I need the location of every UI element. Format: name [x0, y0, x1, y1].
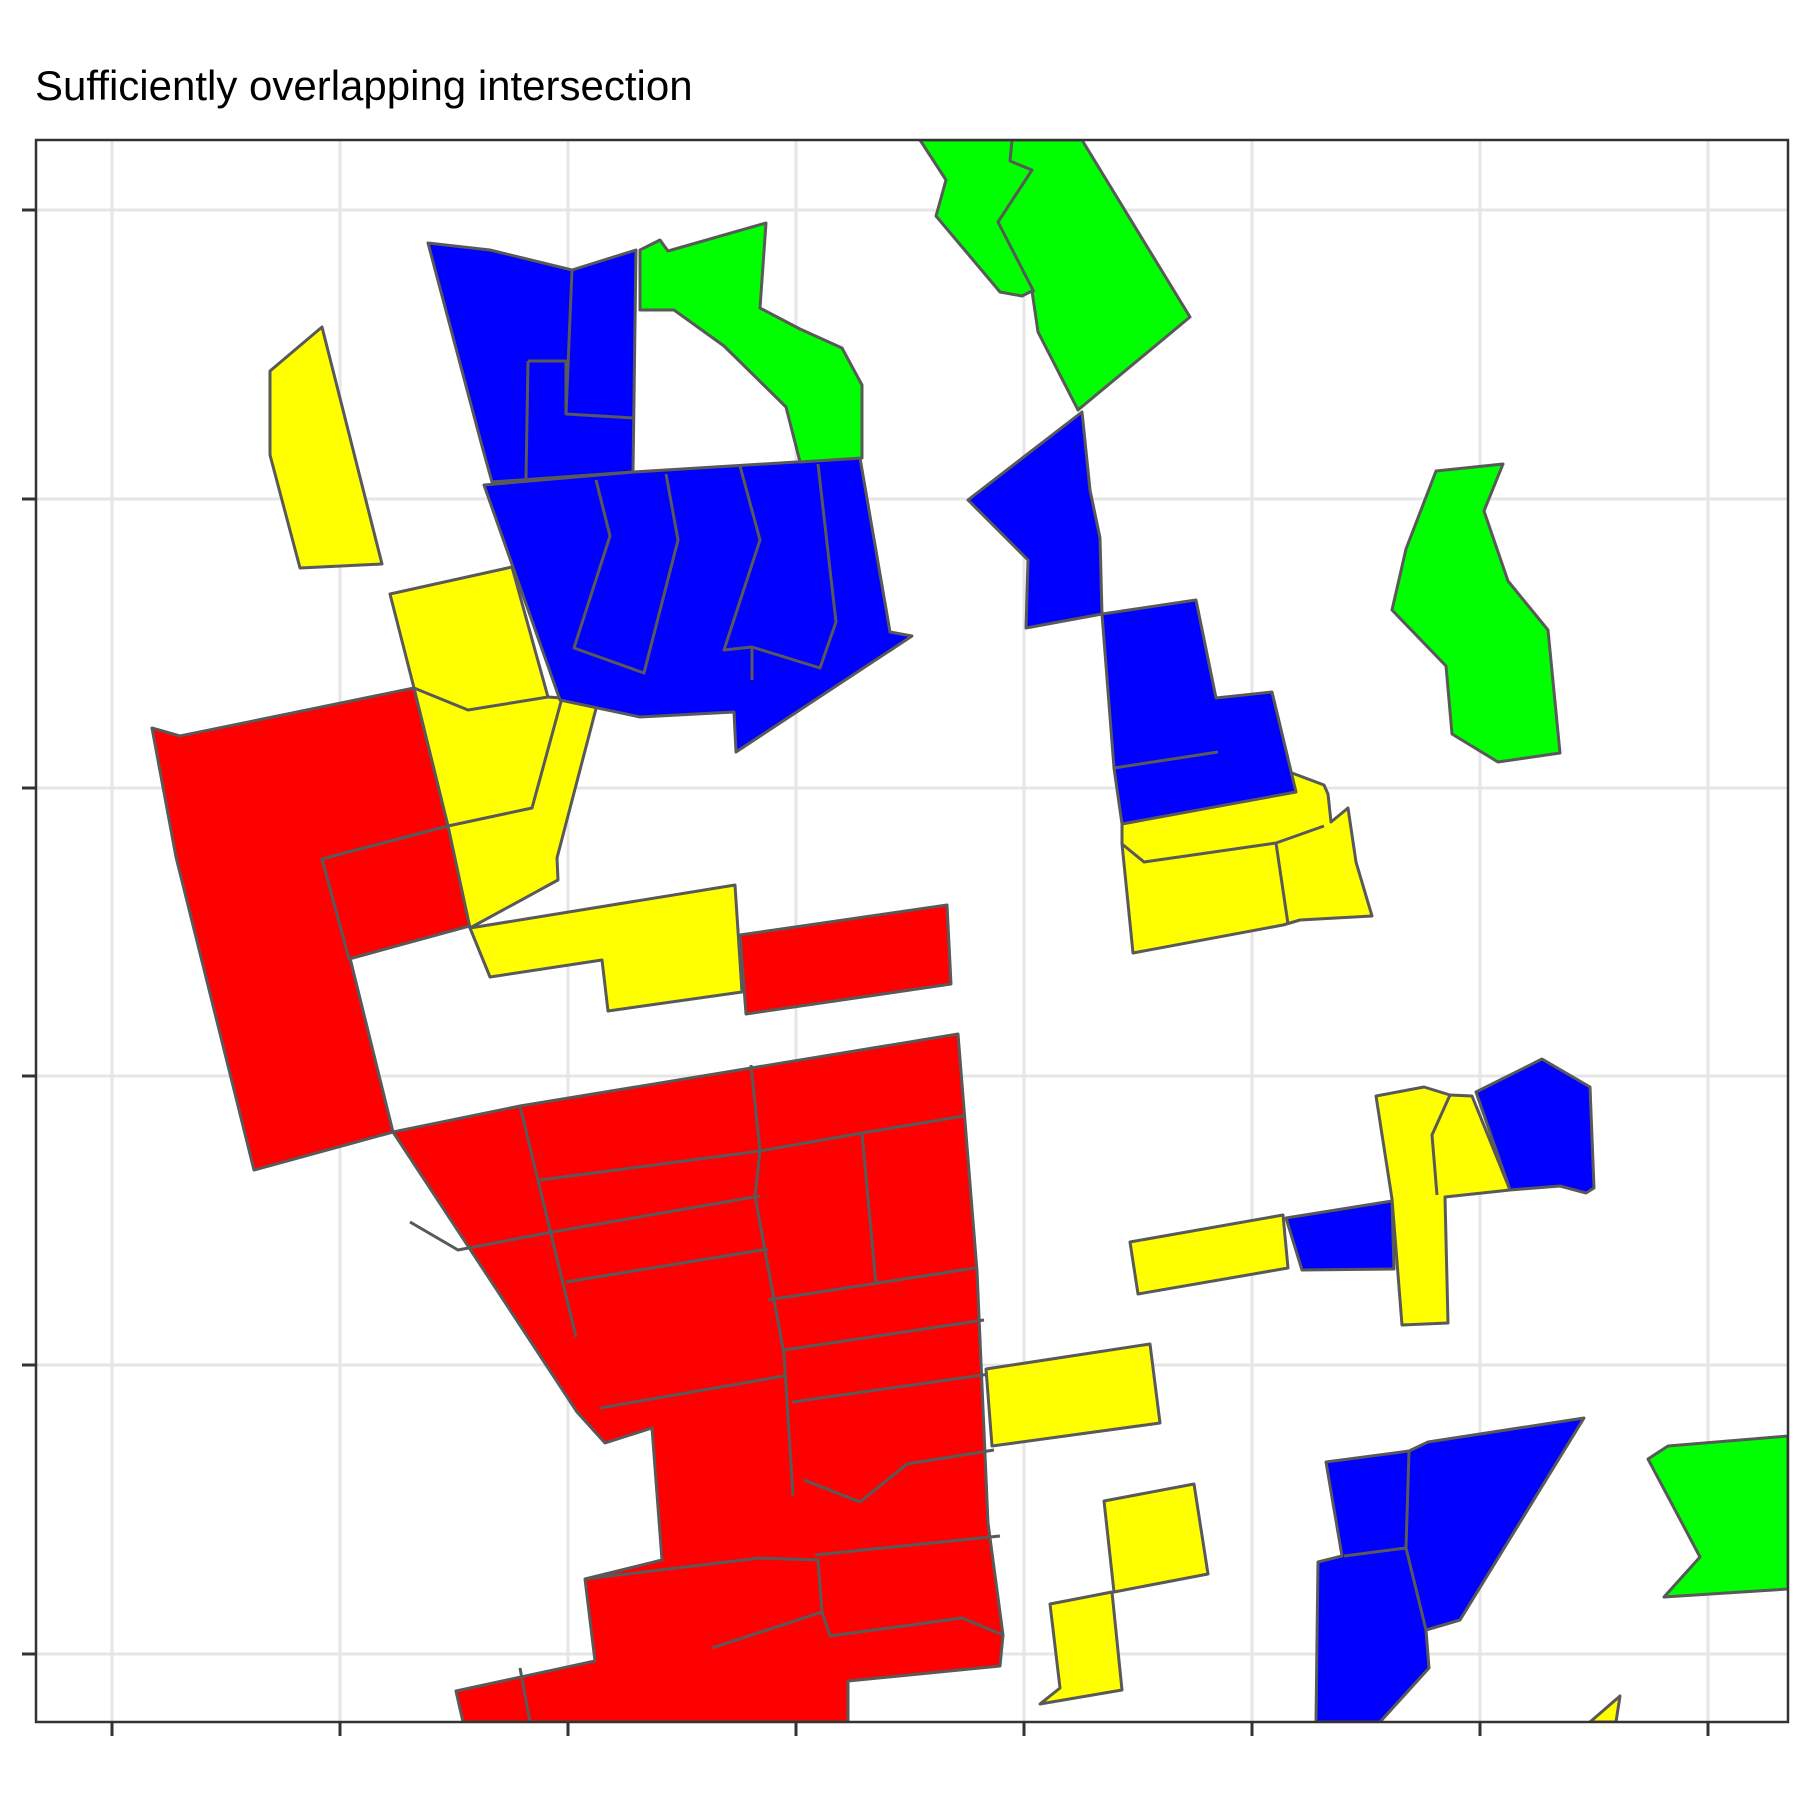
blue-parcel[interactable] [1474, 1057, 1596, 1195]
yellow-parcel[interactable] [984, 1342, 1162, 1448]
red-parcel[interactable] [391, 1032, 1005, 1722]
yellow-parcel[interactable] [388, 565, 600, 930]
plot-frame [34, 138, 1790, 1724]
green-parcel[interactable] [1390, 462, 1562, 764]
yellow-parcel[interactable] [1038, 1590, 1124, 1706]
blue-parcel[interactable] [1100, 598, 1298, 826]
yellow-parcel[interactable] [468, 883, 744, 1013]
y-axis-ticks [22, 208, 36, 1656]
blue-parcel[interactable] [966, 410, 1104, 630]
yellow-parcel[interactable] [1128, 1213, 1290, 1296]
map-title: Sufficiently overlapping intersection [35, 62, 693, 109]
red-parcel[interactable] [738, 903, 953, 1016]
x-axis-ticks [110, 1722, 1710, 1736]
blue-parcel[interactable] [482, 456, 914, 754]
green-parcel[interactable] [1646, 1434, 1788, 1599]
blue-parcel[interactable] [1314, 1416, 1586, 1722]
yellow-parcel[interactable] [1102, 1482, 1210, 1594]
green-parcels [638, 140, 1788, 1599]
green-parcel[interactable] [918, 140, 1192, 412]
red-parcels [150, 686, 1005, 1722]
yellow-parcel[interactable] [1120, 771, 1374, 955]
blue-parcel[interactable] [1284, 1199, 1396, 1272]
yellow-parcel[interactable] [1374, 1085, 1512, 1327]
yellow-parcel[interactable] [268, 325, 384, 570]
blue-parcels [426, 241, 1596, 1722]
green-parcel[interactable] [638, 221, 864, 464]
yellow-parcel[interactable] [1588, 1694, 1622, 1722]
yellow-parcels [268, 325, 1622, 1722]
